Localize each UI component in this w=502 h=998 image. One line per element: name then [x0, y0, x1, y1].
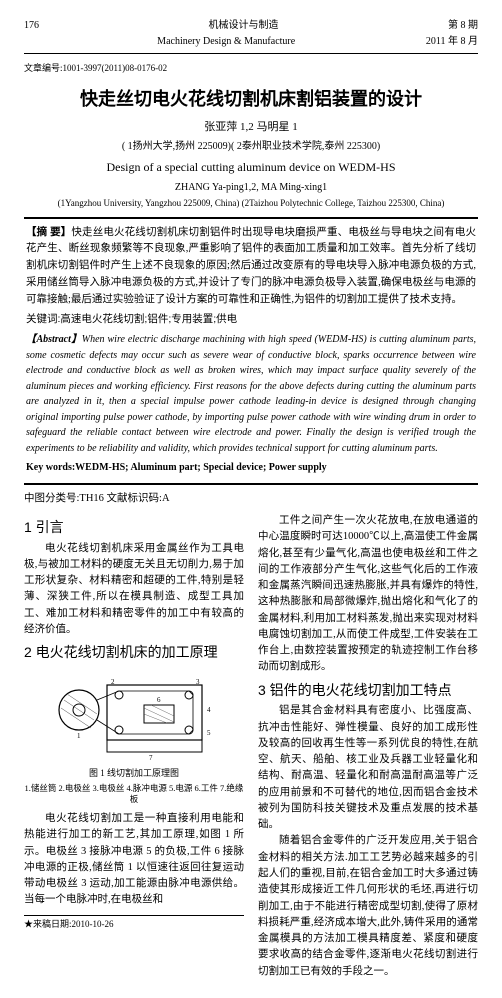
figure-1-labels: 1.储丝筒 2.电极丝 3.电极丝 4.脉冲电源 5.电源 6.工件 7.绝缘板: [24, 783, 244, 805]
abstract-cn: 【摘 要】快走丝电火花线切割机床切割铝件时出现导电块磨损严重、电极丝与导电块之间…: [26, 225, 476, 309]
keywords-en: Key words:WEDM-HS; Aluminum part; Specia…: [26, 460, 476, 475]
keywords-cn: 关键词:高速电火花线切割;铝件;专用装置;供电: [26, 312, 476, 328]
page: 176 机械设计与制造 第 8 期 Machinery Design & Man…: [0, 0, 502, 998]
page-header: 176 机械设计与制造 第 8 期 Machinery Design & Man…: [24, 18, 478, 54]
keywords-cn-text: 高速电火花线切割;铝件;专用装置;供电: [60, 313, 237, 325]
svg-text:2: 2: [111, 678, 115, 686]
section-1-para-1: 电火花线切割机床采用金属丝作为工具电极,与被加工材料的硬度无关且无切削力,易于加…: [24, 541, 244, 639]
journal-title-cn: 机械设计与制造: [209, 18, 279, 33]
section-3-title: 3 铝件的电火花线切割加工特点: [258, 680, 478, 702]
classification-line: 中图分类号:TH16 文献标识码:A: [24, 491, 478, 507]
header-spacer-left: [24, 34, 27, 49]
svg-text:1: 1: [77, 732, 81, 740]
section-2-title: 2 电火花线切割机床的加工原理: [24, 642, 244, 664]
figure-1-caption: 图 1 线切割加工原理图: [24, 767, 244, 781]
title-en: Design of a special cutting aluminum dev…: [24, 158, 478, 176]
section-1-title: 1 引言: [24, 517, 244, 539]
header-row-en: Machinery Design & Manufacture 2011 年 8 …: [24, 34, 478, 49]
journal-title-en: Machinery Design & Manufacture: [157, 34, 295, 49]
authors-en: ZHANG Ya-ping1,2, MA Ming-xing1: [24, 180, 478, 195]
figure-1-svg: 1 2 3 4 5 6 7: [49, 670, 219, 765]
svg-text:5: 5: [207, 729, 211, 737]
abstract-cn-text: 快走丝电火花线切割机床切割铝件时出现导电块磨损严重、电极丝与导电块之间有电火花产…: [26, 227, 476, 305]
section-3-para-2: 随着铝合金零件的广泛开发应用,关于铝合金材料的相关方法.加工工艺势必越来越多的引…: [258, 833, 478, 979]
authors-cn: 张亚萍 1,2 马明星 1: [24, 119, 478, 136]
affiliation-en: (1Yangzhou University, Yangzhou 225009, …: [24, 197, 478, 211]
title-cn: 快走丝切电火花线切割机床割铝装置的设计: [24, 86, 478, 113]
keywords-en-text: WEDM-HS; Aluminum part; Special device; …: [75, 462, 326, 473]
affiliation-cn: ( 1扬州大学,扬州 225009)( 2泰州职业技术学院,泰州 225300): [24, 139, 478, 154]
abstract-box: 【摘 要】快走丝电火花线切割机床切割铝件时出现导电块磨损严重、电极丝与导电块之间…: [24, 217, 478, 486]
column-right: 工件之间产生一次火花放电,在放电通道的中心温度瞬时可达10000℃以上,高温使工…: [258, 513, 478, 980]
svg-text:3: 3: [196, 678, 200, 686]
abstract-en: 【Abstract】When wire electric discharge m…: [26, 332, 476, 456]
body-columns: 1 引言 电火花线切割机床采用金属丝作为工具电极,与被加工材料的硬度无关且无切削…: [24, 513, 478, 980]
svg-text:4: 4: [207, 706, 211, 714]
abstract-en-label: 【Abstract】: [26, 334, 82, 345]
section-2-para-1: 电火花线切割加工是一种直接利用电能和热能进行加工的新工艺,其加工原理,如图 1 …: [24, 811, 244, 909]
abstract-cn-label: 【摘 要】: [26, 227, 71, 238]
footer-received-date: ★来稿日期:2010-10-26: [24, 915, 244, 932]
figure-1: 1 2 3 4 5 6 7 图 1 线切割加工原理图 1.储丝筒 2.电极丝 3…: [24, 670, 244, 805]
header-row-cn: 176 机械设计与制造 第 8 期: [24, 18, 478, 33]
issue-number: 第 8 期: [448, 18, 478, 33]
article-id: 文章编号:1001-3997(2011)08-0176-02: [24, 62, 478, 76]
svg-text:7: 7: [149, 754, 153, 762]
abstract-en-text: When wire electric discharge machining w…: [26, 334, 476, 454]
issue-date: 2011 年 8 月: [426, 34, 478, 49]
page-number: 176: [24, 18, 39, 33]
svg-text:6: 6: [157, 696, 161, 704]
col2-continuation: 工件之间产生一次火花放电,在放电通道的中心温度瞬时可达10000℃以上,高温使工…: [258, 513, 478, 676]
keywords-en-label: Key words:: [26, 462, 75, 473]
section-3-para-1: 铝是其合金材料具有密度小、比强度高、抗冲击性能好、弹性模量、良好的加工成形性及较…: [258, 703, 478, 833]
keywords-cn-label: 关键词:: [26, 313, 60, 325]
column-left: 1 引言 电火花线切割机床采用金属丝作为工具电极,与被加工材料的硬度无关且无切削…: [24, 513, 244, 980]
